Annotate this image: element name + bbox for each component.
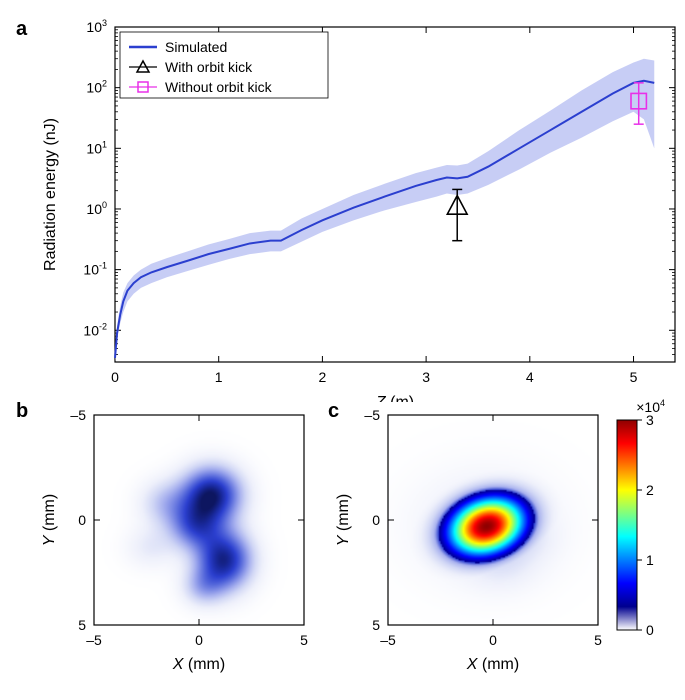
x-tick-label: 0 — [195, 632, 203, 648]
y-tick-label: 100 — [86, 200, 107, 217]
colorbar-tick-label: 0 — [646, 622, 654, 638]
colorbar-tick-label: 2 — [646, 482, 654, 498]
x-tick-label: 4 — [526, 369, 534, 385]
x-tick-label: 3 — [422, 369, 430, 385]
x-tick-label: 5 — [594, 632, 602, 648]
x-tick-label: 0 — [111, 369, 119, 385]
y-tick-label: 101 — [86, 139, 107, 156]
y-tick-label: 0 — [78, 512, 86, 528]
x-tick-label: 1 — [215, 369, 223, 385]
x-tick-label: 5 — [300, 632, 308, 648]
x-tick-label: 2 — [319, 369, 327, 385]
y-tick-label: 5 — [78, 617, 86, 633]
x-tick-label: –5 — [86, 632, 102, 648]
x-axis-title: X (mm) — [466, 656, 519, 673]
legend-label: With orbit kick — [165, 59, 253, 75]
x-tick-label: 0 — [489, 632, 497, 648]
x-tick-label: 5 — [630, 369, 638, 385]
y-tick-label: 102 — [86, 79, 107, 96]
y-axis-title: Y (mm) — [41, 494, 58, 546]
y-tick-label: 10-2 — [83, 321, 107, 338]
legend-label: Simulated — [165, 39, 227, 55]
heatmap-image — [94, 415, 304, 625]
x-tick-label: –5 — [380, 632, 396, 648]
colorbar: 0123×104 — [612, 395, 682, 655]
sim-band — [115, 59, 654, 362]
panel-b-heatmap: –505–505X (mm)Y (mm) — [12, 400, 312, 700]
y-tick-label: –5 — [364, 407, 380, 423]
y-tick-label: 5 — [372, 617, 380, 633]
y-axis-title: Y (mm) — [335, 494, 352, 546]
y-tick-label: 103 — [86, 18, 107, 35]
colorbar-rect — [617, 420, 637, 630]
y-axis-title: Radiation energy (nJ) — [42, 118, 59, 271]
x-axis-title: X (mm) — [172, 656, 225, 673]
y-tick-label: 10-1 — [83, 261, 107, 278]
y-tick-label: –5 — [70, 407, 86, 423]
heatmap-image — [388, 415, 598, 625]
colorbar-exponent: ×104 — [636, 398, 665, 415]
panel-a-chart: 01234510-210-1100101102103Z (m)Radiation… — [20, 12, 680, 402]
panel-c-heatmap: –505–505X (mm)Y (mm) — [320, 400, 620, 700]
colorbar-tick-label: 1 — [646, 552, 654, 568]
y-tick-label: 0 — [372, 512, 380, 528]
legend-label: Without orbit kick — [165, 79, 273, 95]
marker-triangle — [447, 195, 467, 214]
